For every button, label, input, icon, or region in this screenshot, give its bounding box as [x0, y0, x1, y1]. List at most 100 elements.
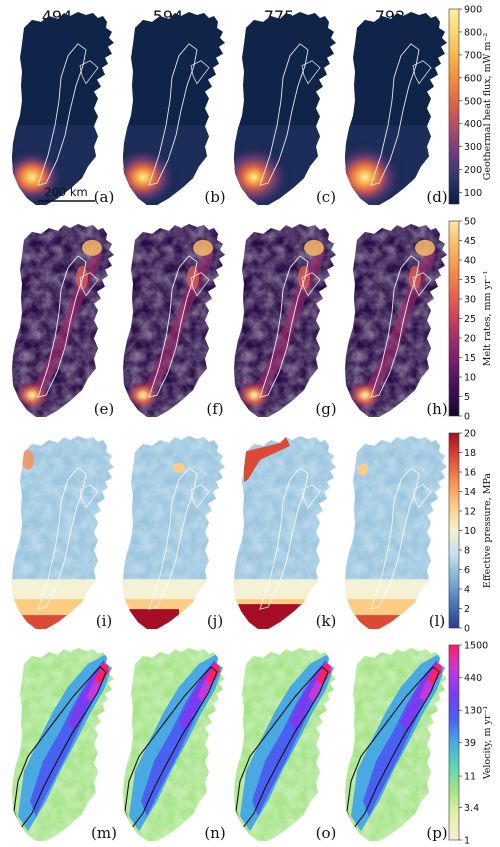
panel-label: (k) — [316, 612, 337, 630]
colorbar-tick-label: 130 — [464, 706, 482, 717]
colorbar-tick-label: 16 — [464, 468, 476, 479]
panel-label: (o) — [316, 824, 337, 842]
colorbar-tick-label: 35 — [464, 275, 476, 286]
colorbar-tick-label: 300 — [464, 142, 482, 153]
colorbar-tick-label: 12 — [464, 507, 476, 518]
colorbar-tick-label: 18 — [464, 448, 476, 459]
colorbar-tick-label: 1500 — [464, 641, 488, 652]
panel-label: (l) — [429, 612, 446, 630]
ice-outline — [346, 666, 440, 831]
colorbar-scale — [448, 220, 460, 417]
map-panel — [234, 647, 336, 842]
colorbar-tick-label: 39 — [464, 738, 476, 749]
colorbar-tick-label: 15 — [464, 353, 476, 364]
colorbar-scale — [448, 8, 460, 205]
map-panels: (a) (b) (c) (d) (e) (f) (g) (h) (i) (j) (k) (l) (m) (… — [12, 11, 448, 842]
map-panel — [12, 223, 114, 418]
colorbar-tick-label: 400 — [464, 119, 482, 130]
map-panel — [12, 11, 114, 206]
scale-bar-label: 200 km — [44, 185, 87, 199]
map-panel — [12, 647, 114, 842]
fjord-outline — [412, 60, 432, 85]
colorbar-tick-label: 900 — [464, 5, 482, 16]
panel-label: (c) — [316, 188, 336, 206]
panel-label: (j) — [207, 612, 223, 630]
ice-stream-outline — [148, 467, 198, 610]
map-panel — [123, 11, 225, 206]
colorbar-label: Geothermal heat flux, mW m⁻² — [482, 33, 493, 181]
colorbar-tick-label: 20 — [464, 429, 476, 440]
colorbar-scale — [448, 432, 460, 629]
ice-outline — [124, 666, 218, 831]
colorbar-tick-label: 8 — [464, 546, 470, 557]
panel-label: (f) — [206, 400, 223, 418]
colorbar-tick-label: 2 — [464, 604, 470, 615]
ice-stream-outline — [259, 467, 309, 610]
colorbar-tick-label: 3.4 — [464, 803, 479, 814]
fjord-outline — [412, 484, 432, 509]
colorbar-tick-label: 800 — [464, 27, 482, 38]
colorbar-tick-label: 30 — [464, 295, 476, 306]
colorbar: 100 200 300 400 500 600 700 800 900 Geothermal he… — [448, 5, 493, 205]
colorbar-tick-label: 0 — [464, 412, 470, 423]
colorbar-tick-label: 10 — [464, 373, 476, 384]
map-panel — [234, 435, 336, 630]
panel-label: (p) — [426, 824, 447, 842]
fjord-outline — [190, 272, 210, 297]
ice-stream-outline — [370, 255, 420, 398]
colorbar-tick-label: 100 — [464, 188, 482, 199]
map-panel — [123, 435, 225, 630]
ice-stream-outline — [259, 255, 309, 398]
ice-stream-outline — [37, 255, 87, 398]
panel-label: (h) — [426, 400, 447, 418]
colorbar: 0 5 10 15 20 25 30 35 40 45 50 Melt rates, mm yr⁻¹ — [448, 217, 493, 423]
ice-outline — [13, 666, 107, 831]
ice-stream-outline — [37, 467, 87, 610]
panel-label: (a) — [94, 188, 115, 206]
colorbar-tick-label: 200 — [464, 165, 482, 176]
panel-label: (m) — [91, 824, 117, 842]
colorbar-scale — [448, 644, 460, 841]
fjord-outline — [301, 484, 321, 509]
colorbar-tick-label: 50 — [464, 217, 476, 228]
ice-stream-outline — [148, 43, 198, 186]
panel-label: (g) — [315, 400, 336, 418]
colorbar-tick-label: 0 — [464, 624, 470, 635]
fjord-outline — [412, 272, 432, 297]
panel-label: (d) — [426, 188, 447, 206]
ice-stream-outline — [370, 467, 420, 610]
ice-stream-outline — [148, 255, 198, 398]
colorbar-tick-label: 14 — [464, 487, 476, 498]
panel-label: (e) — [94, 400, 115, 418]
colorbars: 100 200 300 400 500 6 0 0 700 800 900 Geothermal he… — [448, 5, 493, 847]
colorbar: 1 3.4 11 39 130 440 1500 Velocity, m yr⁻¹ — [448, 641, 493, 847]
colorbar-tick-label: 500 — [464, 96, 482, 107]
colorbar-tick-label: 40 — [464, 256, 476, 267]
panel-label: (n) — [204, 824, 225, 842]
fjord-outline — [190, 60, 210, 85]
colorbar-tick-label: 6 — [464, 565, 470, 576]
colorbar-label: Effective pressure, MPa — [482, 473, 493, 589]
colorbar-tick-label: 440 — [464, 673, 482, 684]
colorbar-tick-label: 700 — [464, 50, 482, 61]
fjord-outline — [301, 60, 321, 85]
map-panel — [345, 435, 447, 630]
map-panel — [234, 11, 336, 206]
fjord-outline — [79, 272, 99, 297]
fjord-outline — [301, 272, 321, 297]
panel-label: (b) — [204, 188, 225, 206]
ice-stream-outline — [259, 43, 309, 186]
colorbar-label: Melt rates, mm yr⁻¹ — [482, 271, 493, 367]
colorbar-tick-label: 1 — [464, 836, 470, 847]
colorbar-tick-label: 25 — [464, 314, 476, 325]
ice-outline — [235, 666, 329, 831]
map-panel — [123, 223, 225, 418]
ice-stream-outline — [37, 43, 87, 186]
fjord-outline — [190, 484, 210, 509]
map-panel — [12, 435, 114, 630]
fjord-outline — [79, 60, 99, 85]
colorbar-tick-label: 5 — [464, 392, 470, 403]
colorbar-tick-label: 11 — [464, 772, 476, 783]
map-panel — [345, 11, 447, 206]
